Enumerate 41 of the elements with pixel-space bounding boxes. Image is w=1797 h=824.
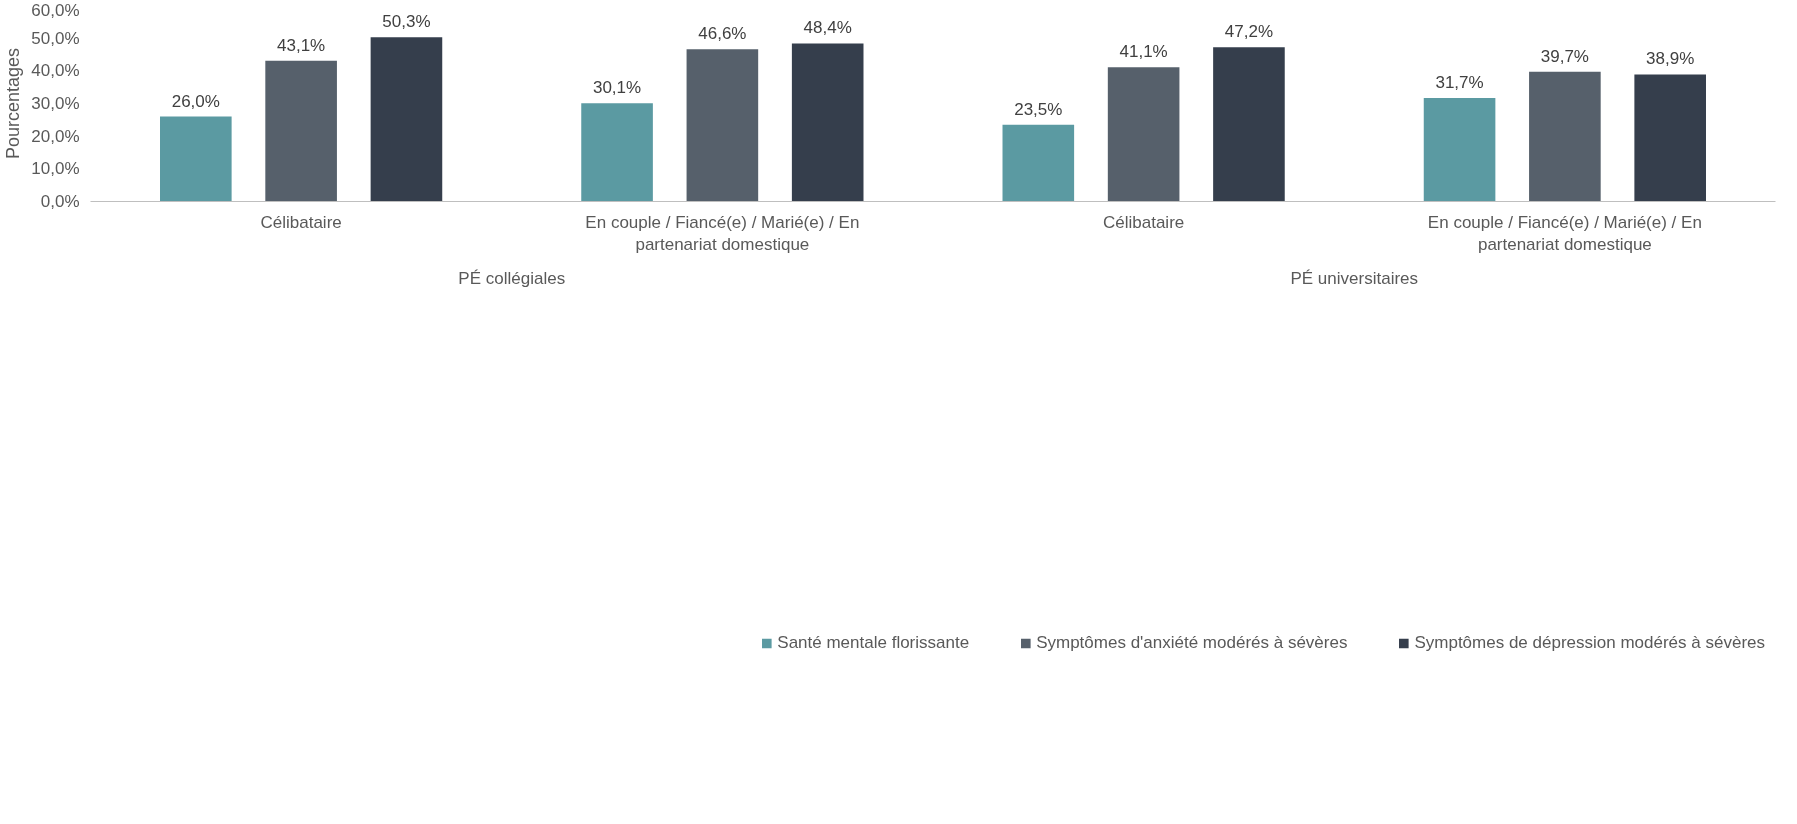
data-label: 31,7% bbox=[1435, 72, 1484, 92]
legend-label: Symptômes d'anxiété modérés à sévères bbox=[1036, 633, 1348, 654]
y-axis-title: Pourcentages bbox=[3, 47, 24, 160]
data-label: 23,5% bbox=[1014, 99, 1063, 119]
bar bbox=[686, 49, 759, 202]
data-label: 26,0% bbox=[171, 91, 220, 111]
bar bbox=[791, 43, 864, 202]
data-label: 50,3% bbox=[382, 12, 431, 32]
y-tick-label: 40,0% bbox=[31, 61, 80, 81]
x-tick-label: En couple / Fiancé(e) / Marié(e) / En partenariat domestique bbox=[585, 212, 860, 255]
legend-label: Santé mentale florissante bbox=[777, 633, 970, 654]
bar bbox=[265, 60, 337, 202]
bar bbox=[1529, 71, 1601, 202]
bar bbox=[581, 103, 653, 202]
bar bbox=[160, 116, 232, 202]
data-label: 43,1% bbox=[277, 35, 326, 55]
bar bbox=[1423, 97, 1496, 202]
bar bbox=[1002, 124, 1075, 202]
y-tick-label: 20,0% bbox=[31, 126, 80, 146]
x-tick-label: Célibataire bbox=[1102, 212, 1185, 232]
data-label: 48,4% bbox=[803, 18, 852, 38]
text: PÉ collégiales bbox=[458, 268, 566, 288]
x-tick-label: Célibataire bbox=[260, 212, 342, 232]
data-label: 30,1% bbox=[592, 78, 642, 98]
bar bbox=[1213, 47, 1285, 202]
data-label: 38,9% bbox=[1646, 49, 1695, 69]
y-tick-label: 10,0% bbox=[31, 159, 80, 179]
legend-label: Symptômes de dépression modérés à sévères bbox=[1414, 633, 1765, 654]
y-tick-label: 50,0% bbox=[31, 28, 80, 48]
y-tick-label: 30,0% bbox=[31, 94, 80, 113]
bar bbox=[1107, 67, 1180, 202]
data-label: 47,2% bbox=[1224, 22, 1274, 42]
bar bbox=[370, 37, 443, 202]
data-label: 39,7% bbox=[1540, 46, 1589, 66]
data-label: 46,6% bbox=[698, 24, 747, 44]
data-label: 41,1% bbox=[1119, 42, 1168, 62]
x-tick-label: En couple / Fiancé(e) / Marié(e) / En partenariat domestique bbox=[1427, 212, 1702, 255]
bar bbox=[1634, 74, 1706, 202]
y-tick-label: 0,0% bbox=[40, 192, 80, 211]
y-tick-label: 60,0% bbox=[31, 0, 80, 20]
text: PÉ universitaires bbox=[1290, 268, 1419, 288]
